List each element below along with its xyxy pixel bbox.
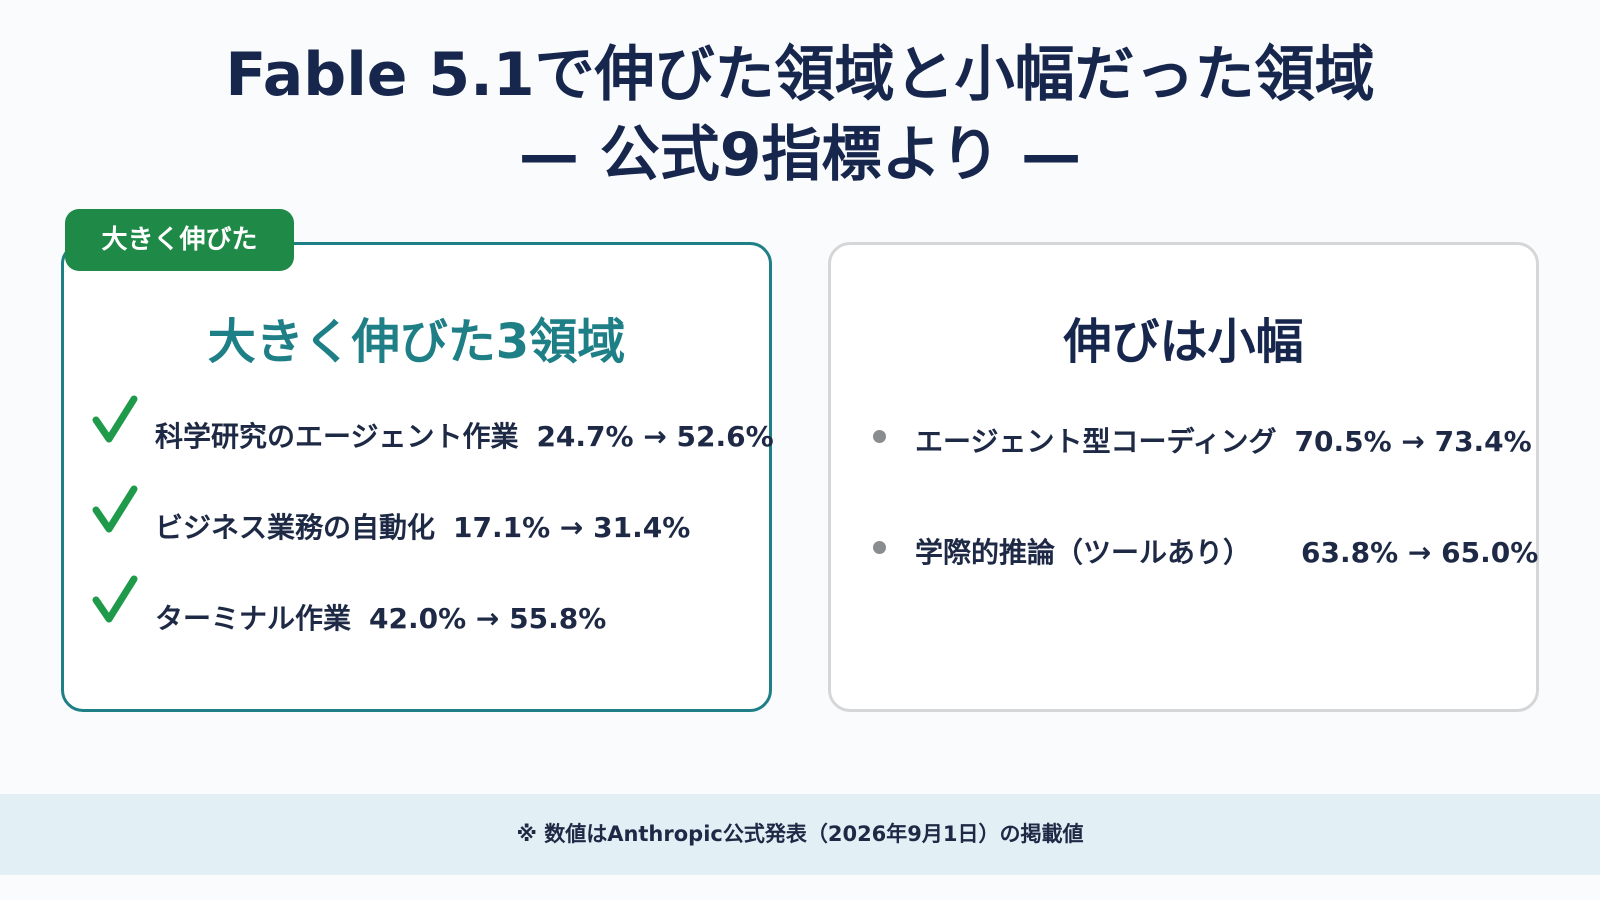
- panel-heading: 伸びは小幅: [1063, 314, 1304, 370]
- title: Fable 5.1で伸びた領域と小幅だった領域: [225, 40, 1375, 110]
- small-growth-panel: [828, 242, 1539, 712]
- item-change: 70.5% → 73.4%: [1294, 425, 1532, 458]
- subtitle: — 公式9指標より —: [518, 120, 1082, 190]
- growth-panel: [61, 242, 772, 712]
- checkmark: [92, 395, 138, 443]
- panel-heading: 大きく伸びた3領域: [207, 314, 626, 370]
- list-item: エージェント型コーディング 70.5% → 73.4%: [915, 420, 1532, 460]
- checkmark: [92, 485, 138, 533]
- checkmarks: [92, 395, 138, 623]
- item-label: 科学研究のエージェント作業: [155, 420, 519, 453]
- item-label: ターミナル作業: [155, 602, 352, 635]
- item-change: 63.8% → 65.0%: [1301, 536, 1539, 569]
- bullet: [873, 541, 886, 554]
- item-label: ビジネス業務の自動化: [155, 511, 436, 544]
- badge: 大きく伸びた: [65, 209, 294, 271]
- list-item: 科学研究のエージェント作業 24.7% → 52.6%: [155, 415, 774, 455]
- checkmark: [92, 575, 138, 623]
- item-change: 24.7% → 52.6%: [536, 420, 774, 453]
- list-item: ビジネス業務の自動化 17.1% → 31.4%: [155, 506, 690, 546]
- bullet: [873, 430, 886, 443]
- item-label: エージェント型コーディング: [915, 425, 1277, 458]
- item-change: 17.1% → 31.4%: [453, 511, 691, 544]
- item-change: 42.0% → 55.8%: [369, 602, 607, 635]
- list-item: ターミナル作業 42.0% → 55.8%: [155, 597, 606, 637]
- list-item: 学際的推論（ツールあり） 63.8% → 65.0%: [915, 531, 1538, 571]
- item-label: 学際的推論（ツールあり）: [915, 536, 1252, 569]
- footer-note: ※ 数値はAnthropic公式発表（2026年9月1日）の掲載値: [0, 794, 1600, 875]
